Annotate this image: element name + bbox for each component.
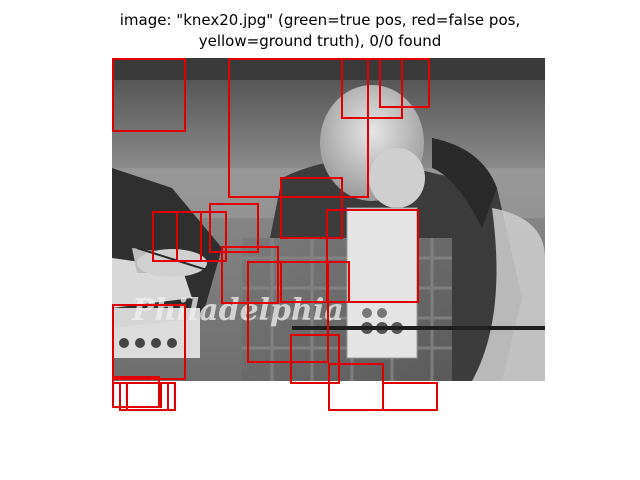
false-positive-box xyxy=(119,382,169,411)
photo-frame: Philadelphia xyxy=(112,58,545,381)
false-positive-box xyxy=(112,376,160,408)
false-positive-box xyxy=(112,382,162,408)
figure-title: image: "knex20.jpg" (green=true pos, red… xyxy=(0,10,640,52)
figure-title-line-1: image: "knex20.jpg" (green=true pos, red… xyxy=(119,11,521,29)
false-positive-box xyxy=(126,382,176,411)
false-positive-box xyxy=(382,382,438,411)
grayscale-photo: Philadelphia xyxy=(112,58,545,381)
watermark-text: Philadelphia xyxy=(131,293,344,328)
figure-title-line-2: yellow=ground truth), 0/0 found xyxy=(198,32,442,50)
